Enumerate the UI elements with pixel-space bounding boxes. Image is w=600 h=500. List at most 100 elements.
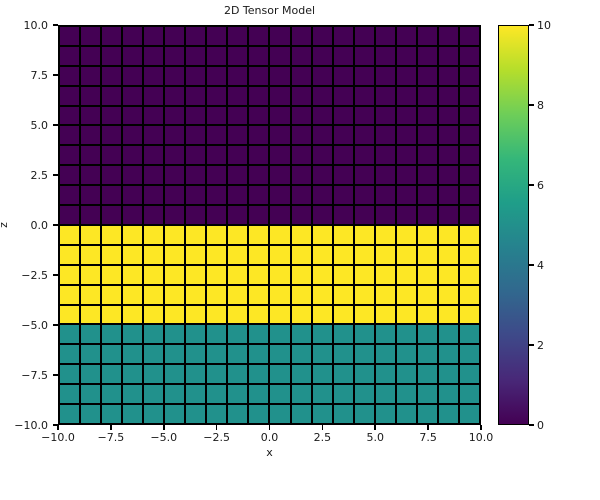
heatmap-cell: [207, 385, 227, 404]
heatmap-cell: [81, 46, 101, 65]
heatmap-cell: [270, 265, 290, 284]
heatmap-cell: [81, 27, 101, 45]
heatmap-cell: [291, 245, 311, 264]
heatmap-cell: [417, 106, 437, 125]
heatmap-cell: [438, 285, 458, 304]
heatmap-cell: [102, 405, 122, 423]
heatmap-cell: [312, 186, 332, 205]
heatmap-cell: [396, 365, 416, 384]
heatmap-cell: [165, 365, 185, 384]
heatmap-cell: [207, 245, 227, 264]
heatmap-cell: [291, 345, 311, 364]
heatmap-cell: [354, 206, 374, 224]
heatmap-cell: [165, 285, 185, 304]
heatmap-cell: [459, 126, 479, 145]
heatmap-cell: [165, 106, 185, 125]
heatmap-cell: [81, 225, 101, 244]
colorbar-tick-label: 0: [537, 418, 544, 432]
tick-mark: [162, 425, 165, 430]
x-tick-label: 7.5: [419, 431, 437, 444]
heatmap-cell: [207, 365, 227, 384]
heatmap-cell: [165, 265, 185, 284]
heatmap-cell: [102, 325, 122, 344]
heatmap-cell: [207, 27, 227, 45]
heatmap-cell: [459, 27, 479, 45]
heatmap-cell: [417, 345, 437, 364]
heatmap-cell: [459, 385, 479, 404]
tick-mark: [529, 424, 534, 426]
heatmap-cell: [333, 46, 353, 65]
heatmap-cell: [333, 27, 353, 45]
plot-area: [58, 25, 481, 425]
tick-mark: [110, 425, 112, 430]
heatmap-cell: [270, 146, 290, 165]
heatmap-cell: [333, 265, 353, 284]
tick-mark: [529, 184, 534, 186]
heatmap-cell: [375, 345, 395, 364]
heatmap-cell: [438, 385, 458, 404]
heatmap-cell: [123, 126, 143, 145]
heatmap-cell: [396, 265, 416, 284]
heatmap-cell: [186, 46, 206, 65]
heatmap-cell: [60, 66, 80, 85]
heatmap-cell: [270, 86, 290, 105]
heatmap-cell: [249, 106, 269, 125]
heatmap-cell: [459, 285, 479, 304]
heatmap-cell: [123, 365, 143, 384]
heatmap-cell: [417, 146, 437, 165]
heatmap-cell: [123, 186, 143, 205]
heatmap-cell: [123, 66, 143, 85]
heatmap-cell: [165, 166, 185, 185]
x-tick-label: −2.5: [203, 431, 230, 444]
heatmap-cell: [102, 305, 122, 324]
heatmap-cell: [207, 285, 227, 304]
heatmap-cell: [312, 265, 332, 284]
x-tick-label: −5.0: [150, 431, 178, 444]
heatmap-cell: [459, 365, 479, 384]
heatmap-cell: [438, 206, 458, 224]
heatmap-cell: [375, 365, 395, 384]
heatmap-cell: [228, 66, 248, 85]
heatmap-cell: [102, 245, 122, 264]
x-tick-label: −7.5: [97, 431, 125, 444]
heatmap-cell: [123, 325, 143, 344]
heatmap-cell: [228, 206, 248, 224]
heatmap-cell: [333, 86, 353, 105]
heatmap-cell: [81, 166, 101, 185]
tick-mark: [529, 24, 534, 26]
heatmap-cell: [123, 405, 143, 423]
tick-mark: [53, 174, 58, 176]
heatmap-cell: [186, 405, 206, 423]
heatmap-cell: [396, 285, 416, 304]
heatmap-cell: [375, 146, 395, 165]
heatmap-cell: [270, 305, 290, 324]
heatmap-cell: [375, 86, 395, 105]
heatmap-cell: [312, 365, 332, 384]
heatmap-cell: [438, 365, 458, 384]
heatmap-cell: [249, 206, 269, 224]
heatmap-cell: [144, 305, 164, 324]
heatmap-cell: [459, 305, 479, 324]
heatmap-cell: [375, 206, 395, 224]
heatmap-cell: [123, 206, 143, 224]
tick-mark: [374, 425, 377, 430]
heatmap-cell: [354, 46, 374, 65]
y-tick-label: 7.5: [30, 68, 49, 82]
heatmap-cell: [375, 305, 395, 324]
heatmap-cell: [165, 405, 185, 423]
heatmap-cell: [354, 27, 374, 45]
heatmap-cell: [186, 206, 206, 224]
heatmap-cell: [165, 27, 185, 45]
heatmap-cell: [165, 325, 185, 344]
heatmap-cell: [270, 66, 290, 85]
heatmap-cell: [144, 186, 164, 205]
heatmap-cell: [207, 166, 227, 185]
heatmap-cell: [354, 265, 374, 284]
heatmap-cell: [459, 186, 479, 205]
y-tick-label: −5.0: [21, 318, 48, 332]
heatmap-cell: [354, 285, 374, 304]
heatmap-cell: [312, 126, 332, 145]
heatmap-cell: [354, 385, 374, 404]
heatmap-cell: [417, 27, 437, 45]
